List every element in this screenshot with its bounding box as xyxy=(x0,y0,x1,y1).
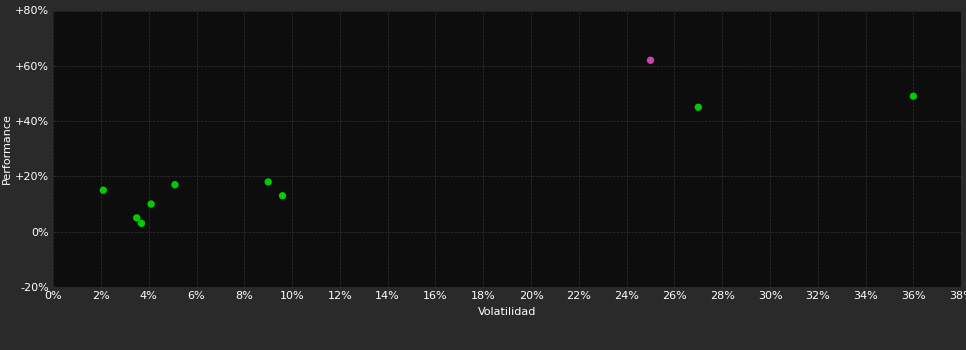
Point xyxy=(134,220,150,226)
Point xyxy=(143,201,158,207)
Point xyxy=(274,193,290,198)
Point xyxy=(906,93,922,99)
Point xyxy=(691,104,706,110)
Point xyxy=(96,188,111,193)
Point xyxy=(167,182,183,188)
Point xyxy=(642,57,658,63)
Point xyxy=(129,215,145,221)
Point xyxy=(261,179,276,185)
X-axis label: Volatilidad: Volatilidad xyxy=(478,307,536,317)
Y-axis label: Performance: Performance xyxy=(2,113,12,184)
